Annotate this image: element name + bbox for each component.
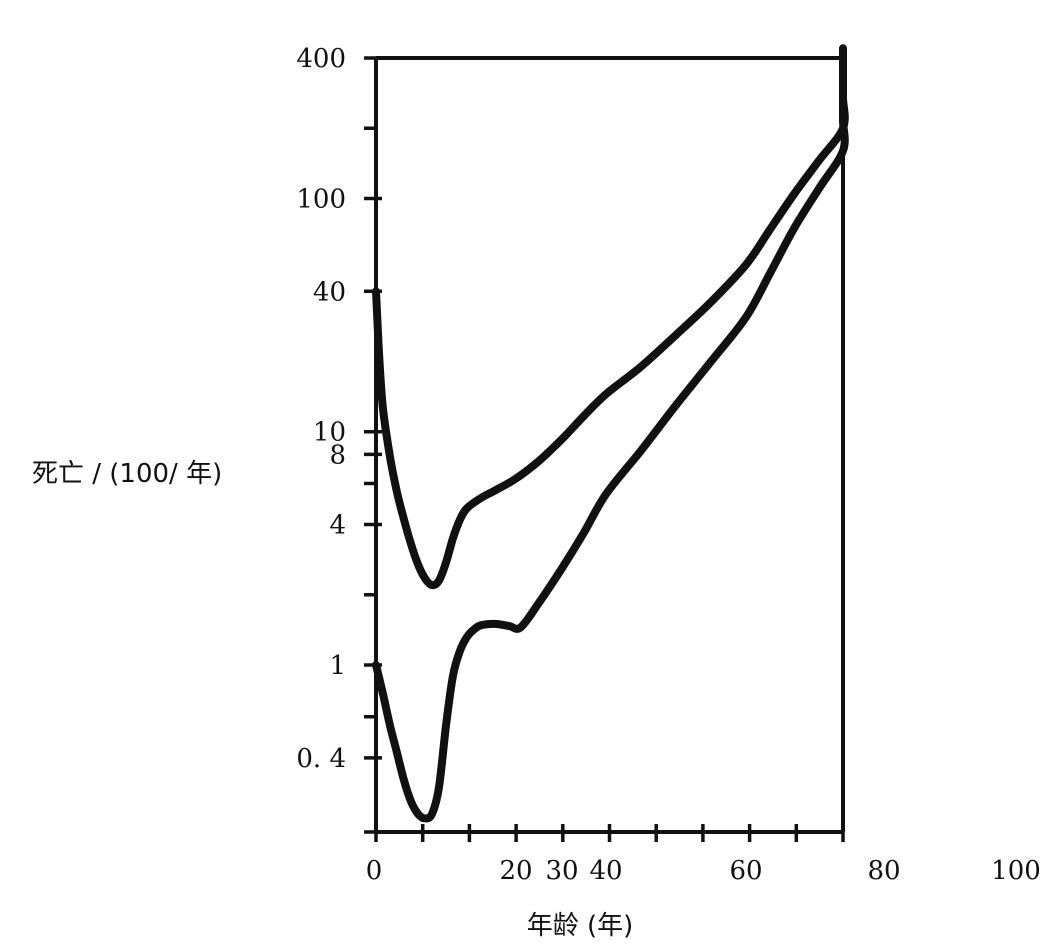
x-axis-title: 年龄 (年) bbox=[527, 911, 634, 941]
y-tick-label: 400 bbox=[296, 44, 346, 74]
x-axis-ticks: 0 20 30 40 60 80 100 bbox=[366, 824, 1041, 886]
x-tick-label: 60 bbox=[729, 856, 762, 886]
series-lower-curve bbox=[372, 70, 849, 823]
series-upper-curve bbox=[372, 44, 849, 590]
x-tick-label: 0 bbox=[366, 856, 383, 886]
y-axis-ticks: 400 100 40 108 4 1 0. 4 bbox=[296, 44, 382, 834]
plot-frame bbox=[374, 56, 845, 834]
series-curves bbox=[372, 44, 849, 823]
x-tick-label: 20 bbox=[499, 856, 532, 886]
y-tick-label: 0. 4 bbox=[296, 744, 346, 774]
x-tick-label: 100 bbox=[991, 856, 1041, 886]
y-tick-label: 8 bbox=[329, 440, 346, 470]
y-axis-title: 死亡 / (100/ 年) bbox=[32, 459, 222, 489]
x-tick-label: 80 bbox=[867, 856, 900, 886]
y-tick-label: 40 bbox=[313, 277, 346, 307]
y-tick-label: 4 bbox=[329, 511, 346, 541]
y-tick-label: 10 bbox=[313, 418, 346, 448]
x-tick-label: 30 bbox=[545, 856, 578, 886]
y-tick-label: 1 bbox=[329, 651, 346, 681]
x-tick-label: 40 bbox=[589, 856, 622, 886]
y-tick-label: 100 bbox=[296, 184, 346, 214]
